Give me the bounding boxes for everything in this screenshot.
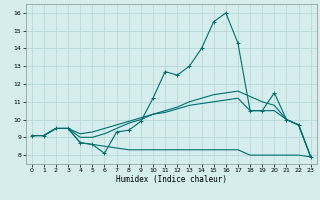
X-axis label: Humidex (Indice chaleur): Humidex (Indice chaleur) bbox=[116, 175, 227, 184]
